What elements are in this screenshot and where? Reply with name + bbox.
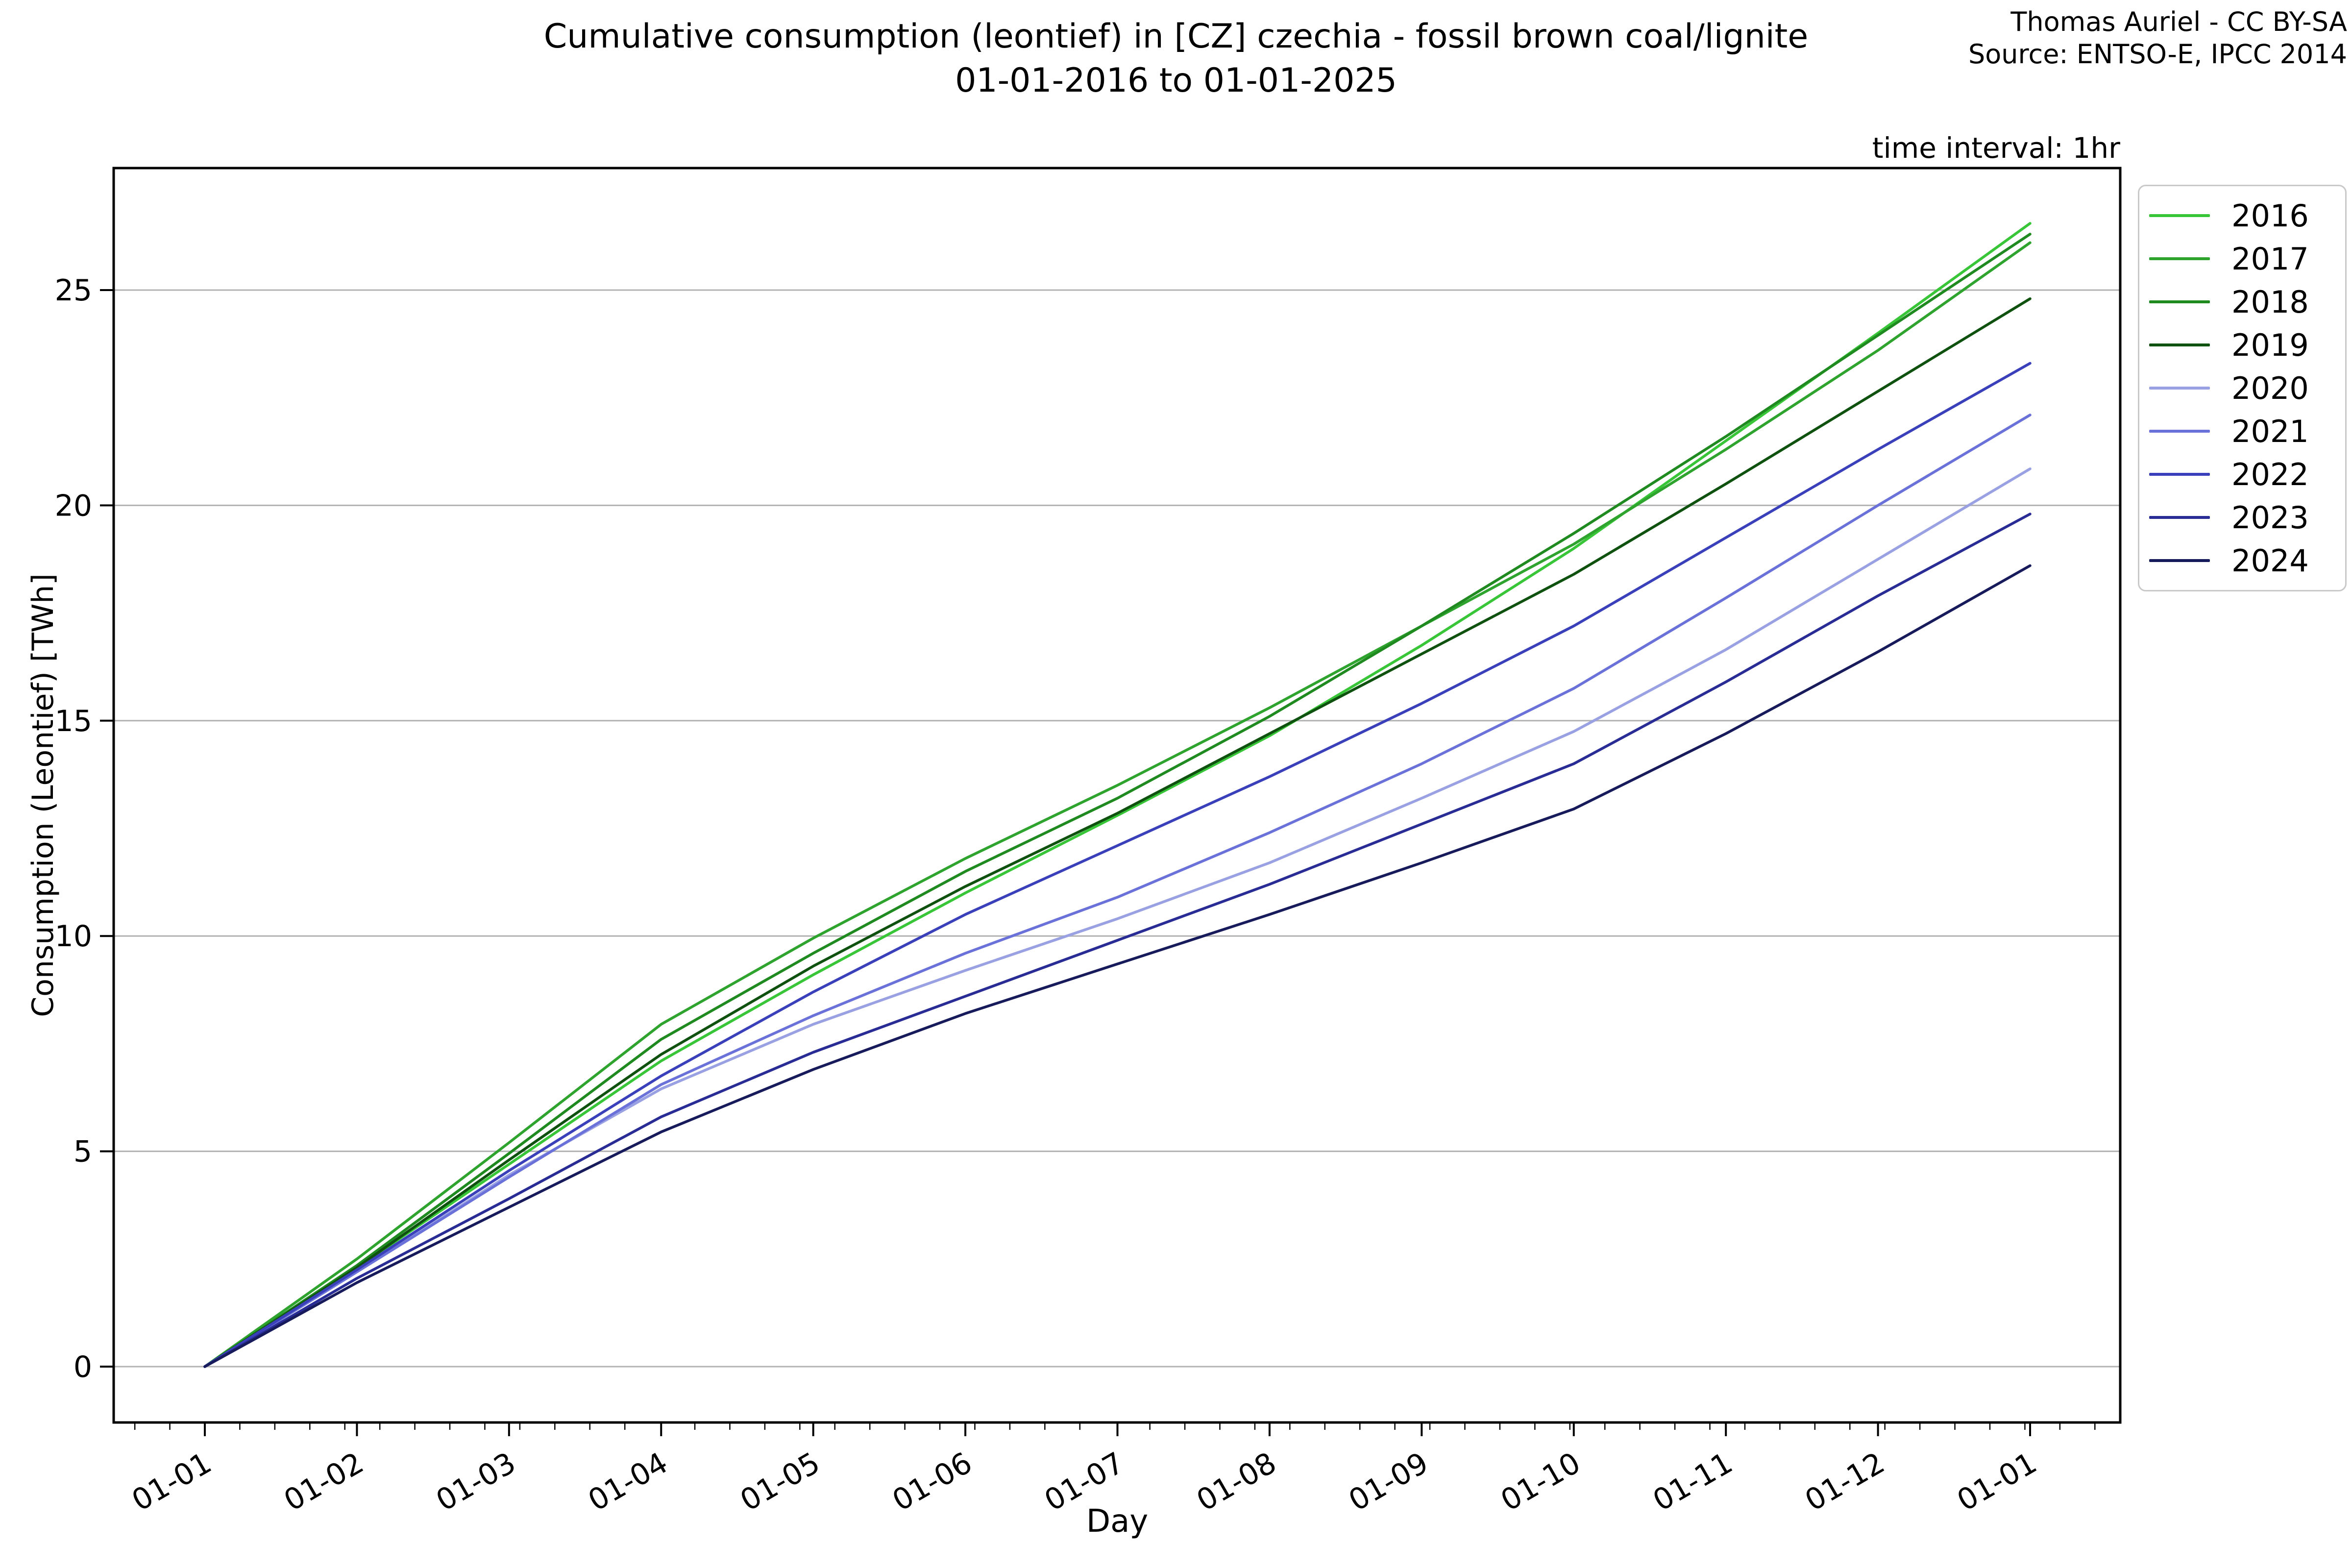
legend-line-swatch [2149, 473, 2210, 476]
y-tick-label: 25 [55, 273, 92, 308]
legend-line-swatch [2149, 516, 2210, 519]
x-tick-label: 01-10 [1495, 1446, 1586, 1518]
legend-line-swatch [2149, 387, 2210, 390]
legend-item-2017: 2017 [2139, 237, 2345, 280]
legend-label: 2018 [2231, 284, 2309, 320]
legend-item-2016: 2016 [2139, 194, 2345, 237]
legend-label: 2023 [2231, 499, 2309, 536]
series-line-2024 [203, 564, 2032, 1368]
legend-line-swatch [2149, 343, 2210, 346]
x-tick-label: 01-12 [1799, 1446, 1890, 1518]
legend-item-2021: 2021 [2139, 410, 2345, 453]
series-line-2021 [203, 414, 2032, 1368]
attribution-author: Thomas Auriel - CC BY-SA [2010, 6, 2347, 37]
legend-label: 2019 [2231, 327, 2309, 363]
series-line-2023 [203, 513, 2032, 1368]
legend-item-2019: 2019 [2139, 323, 2345, 367]
series-line-2020 [203, 467, 2032, 1368]
y-tick-label: 10 [55, 919, 92, 954]
y-axis-label: Consumption (Leontief) [TWh] [26, 573, 60, 1017]
x-tick-label: 01-03 [430, 1446, 521, 1518]
chart-title: Cumulative consumption (leontief) in [CZ… [0, 15, 2352, 103]
chart-title-line1: Cumulative consumption (leontief) in [CZ… [543, 17, 1809, 56]
x-tick-label: 01-02 [278, 1446, 369, 1518]
y-tick-label: 20 [55, 489, 92, 523]
x-tick-label: 01-05 [735, 1446, 826, 1518]
legend-label: 2016 [2231, 197, 2309, 234]
attribution: Thomas Auriel - CC BY-SA Source: ENTSO-E… [1968, 6, 2347, 71]
series-line-2022 [203, 362, 2032, 1368]
legend-item-2018: 2018 [2139, 280, 2345, 323]
time-interval-note: time interval: 1hr [1872, 131, 2120, 165]
legend-item-2023: 2023 [2139, 496, 2345, 539]
legend-item-2022: 2022 [2139, 453, 2345, 496]
x-axis-label: Day [1086, 1503, 1149, 1540]
legend-label: 2022 [2231, 456, 2309, 492]
attribution-source: Source: ENTSO-E, IPCC 2014 [1968, 38, 2347, 70]
series-line-2018 [203, 233, 2032, 1368]
legend-item-2020: 2020 [2139, 367, 2345, 410]
x-tick-label: 01-09 [1343, 1446, 1434, 1518]
legend: 2016 2017 2018 2019 2020 2021 2022 2023 2024 [2138, 185, 2347, 591]
y-tick-label: 15 [55, 704, 92, 738]
legend-label: 2020 [2231, 370, 2309, 406]
legend-line-swatch [2149, 257, 2210, 260]
y-tick-label: 5 [74, 1135, 92, 1169]
series-line-2017 [203, 241, 2032, 1368]
series-line-2019 [203, 297, 2032, 1368]
legend-label: 2017 [2231, 241, 2309, 277]
series-line-2016 [203, 222, 2032, 1368]
x-tick-label: 01-01 [126, 1446, 218, 1518]
chart-title-line2: 01-01-2016 to 01-01-2025 [955, 61, 1397, 100]
x-tick-label: 01-01 [1952, 1446, 2043, 1518]
legend-line-swatch [2149, 300, 2210, 303]
legend-item-2024: 2024 [2139, 539, 2345, 582]
y-tick-label: 0 [74, 1350, 92, 1384]
legend-line-swatch [2149, 214, 2210, 217]
legend-line-swatch [2149, 430, 2210, 433]
legend-line-swatch [2149, 559, 2210, 562]
legend-label: 2024 [2231, 542, 2309, 579]
x-tick-label: 01-06 [887, 1446, 978, 1518]
x-tick-label: 01-08 [1191, 1446, 1282, 1518]
x-tick-label: 01-04 [583, 1446, 674, 1518]
legend-label: 2021 [2231, 413, 2309, 449]
x-tick-label: 01-11 [1647, 1446, 1739, 1518]
